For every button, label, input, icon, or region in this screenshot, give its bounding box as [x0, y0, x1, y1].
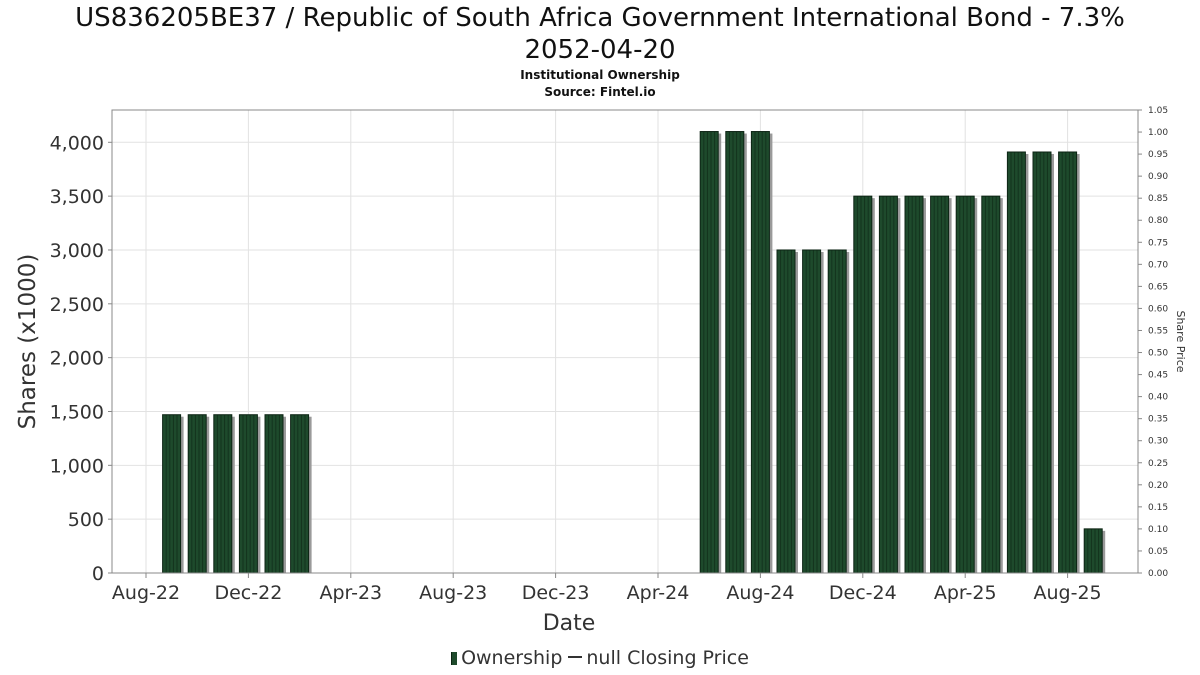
ownership-bar	[878, 195, 901, 574]
x-tick-label: Apr-25	[934, 582, 997, 604]
y-tick-label: 1,500	[50, 401, 104, 423]
bar-body	[905, 196, 923, 574]
bar-body	[930, 196, 949, 574]
ownership-bar	[1006, 151, 1029, 574]
ownership-bar	[776, 249, 798, 574]
y2-tick-label: 0.05	[1148, 547, 1168, 557]
y2-tick-label: 0.25	[1148, 459, 1168, 469]
ownership-bar	[981, 195, 1003, 574]
y2-tick-label: 0.65	[1148, 282, 1168, 292]
ownership-bar	[264, 414, 286, 574]
y2-tick-label: 0.10	[1148, 525, 1168, 535]
y2-axis-label: Share Price	[1174, 310, 1187, 372]
y-tick-label: 3,000	[50, 240, 104, 262]
ownership-bar	[290, 414, 312, 574]
bar-body	[853, 196, 872, 574]
bar-body	[725, 131, 744, 573]
bar-body	[751, 131, 770, 573]
x-tick-label: Aug-22	[112, 582, 180, 604]
y2-tick-label: 0.75	[1148, 238, 1168, 248]
y2-tick-label: 0.55	[1148, 326, 1168, 336]
y2-tick-label: 0.45	[1148, 371, 1168, 381]
ownership-bar	[930, 195, 952, 574]
chart-title-line-1: US836205BE37 / Republic of South Africa …	[75, 3, 1125, 33]
plot-frame	[111, 109, 1139, 574]
ownership-legend-label: Ownership	[461, 647, 563, 669]
ownership-bar	[213, 414, 235, 574]
bar-body	[1033, 151, 1051, 573]
bar-body	[1007, 151, 1026, 573]
price-legend-label: null Closing Price	[586, 647, 749, 669]
y2-tick-label: 0.20	[1148, 481, 1168, 491]
ownership-bar	[162, 414, 184, 574]
ownership-bar	[802, 249, 824, 574]
x-tick-label: Apr-23	[319, 582, 382, 604]
ownership-bar	[238, 414, 261, 574]
x-tick-label: Aug-23	[419, 582, 487, 604]
bar-body	[1084, 528, 1103, 573]
y-tick-label: 3,500	[50, 186, 104, 208]
ownership-bar	[1058, 151, 1080, 574]
x-tick-label: Dec-23	[522, 582, 590, 604]
chart-legend: Ownership null Closing Price	[0, 647, 1200, 669]
bar-body	[1058, 151, 1077, 573]
y2-tick-label: 0.35	[1148, 415, 1168, 425]
price-legend-line	[568, 656, 583, 658]
y2-tick-label: 0.30	[1148, 437, 1168, 447]
bar-body	[188, 414, 207, 573]
y2-tick-label: 0.85	[1148, 194, 1168, 204]
ownership-legend-swatch	[451, 652, 458, 665]
x-tick-label: Aug-24	[726, 582, 794, 604]
y2-tick-label: 0.60	[1148, 304, 1168, 314]
y-tick-label: 0	[92, 563, 104, 585]
ownership-bar	[725, 131, 747, 574]
ownership-bar	[187, 414, 210, 574]
bar-body	[162, 414, 181, 573]
bar-body	[239, 414, 258, 573]
x-axis-label: Date	[543, 611, 596, 636]
ownership-bar	[955, 195, 978, 574]
bar-body	[700, 131, 719, 573]
bar-body	[213, 414, 232, 573]
x-tick-label: Apr-24	[627, 582, 690, 604]
y2-tick-label: 0.40	[1148, 393, 1168, 403]
y-tick-label: 500	[68, 509, 104, 531]
y2-tick-label: 0.50	[1148, 349, 1168, 359]
bar-body	[265, 414, 283, 573]
ownership-bar	[904, 195, 926, 574]
bar-body	[777, 249, 795, 573]
y-tick-label: 2,000	[50, 348, 104, 370]
x-tick-label: Dec-22	[214, 582, 282, 604]
bar-body	[956, 196, 975, 574]
y-axis-label: Shares (x1000)	[15, 254, 41, 430]
y-tick-label: 4,000	[50, 132, 104, 154]
x-tick-label: Dec-24	[829, 582, 897, 604]
chart-subtitle: Institutional Ownership	[520, 68, 680, 82]
y-tick-label: 1,000	[50, 455, 104, 477]
y-tick-label: 2,500	[50, 294, 104, 316]
ownership-bar	[699, 131, 722, 574]
chart-title-line-2: 2052-04-20	[524, 35, 676, 65]
y2-tick-label: 0.00	[1148, 569, 1168, 579]
ownership-bar	[827, 249, 850, 574]
ownership-bar	[1032, 151, 1054, 574]
y2-tick-label: 1.05	[1148, 106, 1168, 116]
y2-tick-label: 0.15	[1148, 503, 1168, 513]
y2-tick-label: 0.95	[1148, 150, 1168, 160]
bar-body	[802, 249, 821, 573]
ownership-bar	[853, 195, 875, 574]
x-tick-label: Aug-25	[1034, 582, 1102, 604]
chart-source: Source: Fintel.io	[544, 85, 656, 99]
y2-tick-label: 0.70	[1148, 260, 1168, 270]
y2-tick-label: 0.90	[1148, 172, 1168, 182]
bar-body	[879, 196, 898, 574]
y2-tick-label: 1.00	[1148, 128, 1168, 138]
bar-body	[290, 414, 309, 573]
bar-body	[981, 196, 1000, 574]
ownership-bar	[1083, 528, 1106, 574]
bar-body	[828, 249, 847, 573]
y2-tick-label: 0.80	[1148, 216, 1168, 226]
ownership-bar	[750, 131, 773, 574]
